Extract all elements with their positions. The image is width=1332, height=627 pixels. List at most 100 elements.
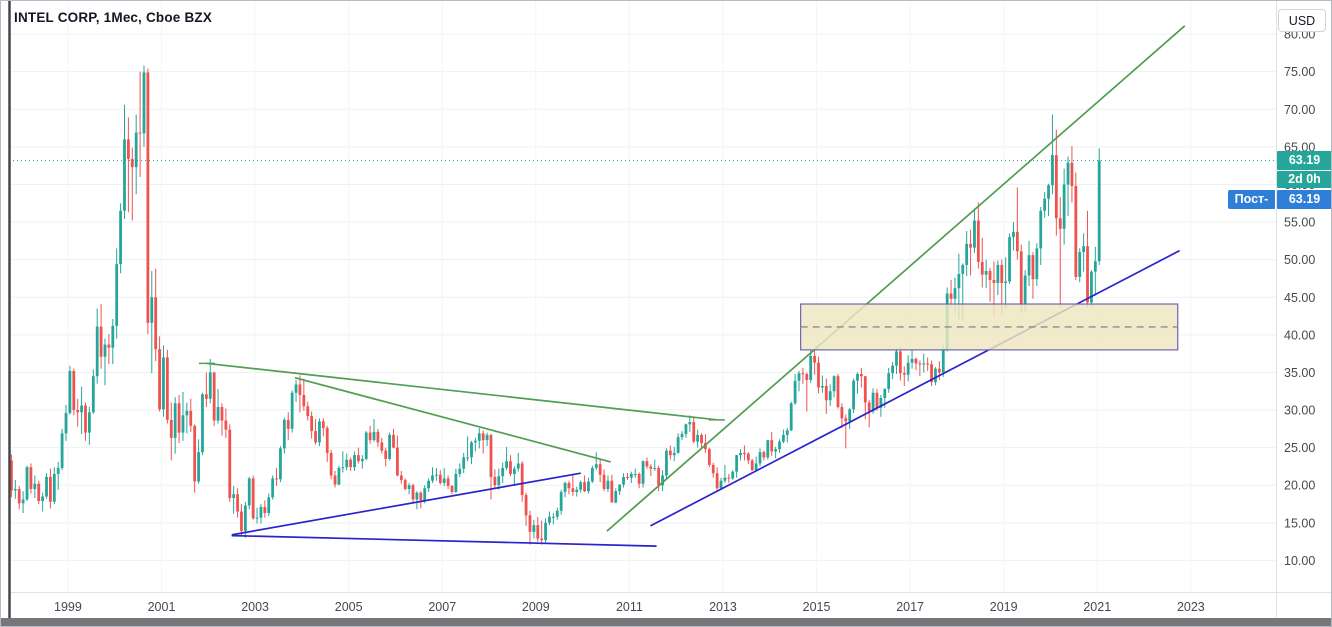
- candle: [583, 475, 586, 492]
- candle: [318, 418, 321, 447]
- candle: [376, 428, 380, 447]
- candle-body: [817, 362, 820, 388]
- candle-body: [399, 475, 403, 480]
- candle-body: [536, 525, 540, 539]
- candle-body: [887, 373, 891, 389]
- candle: [454, 468, 458, 493]
- price-tick-label: 30.00: [1284, 404, 1315, 418]
- candle: [976, 202, 980, 269]
- candle-body: [154, 297, 158, 350]
- candle: [255, 507, 259, 524]
- candle-body: [649, 466, 653, 469]
- candle: [1019, 244, 1023, 314]
- candle: [723, 464, 727, 483]
- candle-body: [622, 476, 625, 485]
- candle-body: [275, 478, 278, 480]
- candle: [232, 485, 236, 514]
- candle: [941, 346, 945, 377]
- candle-body: [255, 517, 259, 519]
- candle-body: [973, 220, 976, 248]
- candle-body: [992, 279, 996, 283]
- candle: [99, 304, 103, 369]
- candle-body: [922, 363, 926, 365]
- candle: [520, 461, 524, 502]
- candle-body: [528, 515, 532, 532]
- symbol-title[interactable]: INTEL CORP, 1Мес, Cboe BZX: [14, 10, 213, 25]
- support-resistance-zone[interactable]: [800, 303, 1179, 351]
- candle-body: [700, 434, 703, 444]
- candle: [275, 467, 278, 486]
- candle-body: [290, 392, 294, 429]
- candle: [793, 373, 797, 405]
- candle-body: [551, 516, 555, 518]
- candle: [380, 437, 384, 454]
- candle-body: [583, 482, 586, 492]
- candle-body: [856, 373, 859, 381]
- candle-body: [1031, 255, 1035, 280]
- candle-body: [1019, 251, 1023, 305]
- candle: [840, 403, 844, 429]
- currency-button[interactable]: USD: [1278, 9, 1326, 32]
- trendline-blue-triangle-support[interactable]: [231, 472, 581, 536]
- candle: [704, 434, 707, 453]
- candle: [536, 516, 540, 542]
- candle: [501, 462, 505, 483]
- candle-body: [138, 132, 142, 134]
- candle-body: [1015, 231, 1019, 252]
- candle-body: [723, 477, 727, 481]
- post-market-label-badge: Пост-: [1228, 190, 1275, 209]
- candle-body: [72, 370, 76, 411]
- candle-body: [902, 373, 906, 375]
- bar-countdown-badge: 2d 0h: [1277, 171, 1331, 188]
- post-market-price-badge: 63.19: [1277, 190, 1331, 209]
- candle-body: [314, 431, 317, 443]
- candle: [934, 367, 937, 386]
- candle-body: [1047, 185, 1050, 199]
- candle-body: [201, 394, 204, 453]
- candle: [973, 208, 976, 253]
- candle: [887, 367, 891, 393]
- candle-body: [594, 464, 598, 468]
- trendline-green-uptrend-steep[interactable]: [606, 25, 1186, 532]
- candle-body: [676, 437, 680, 453]
- candle-body: [1012, 231, 1015, 238]
- candle-body: [665, 450, 668, 476]
- candles: [10, 65, 1101, 545]
- candle-body: [99, 326, 103, 357]
- trendline-green-resistance-lower[interactable]: [294, 376, 611, 463]
- candle: [1082, 233, 1086, 272]
- candle-body: [836, 376, 840, 408]
- candle: [856, 372, 859, 394]
- candle-body: [602, 474, 606, 489]
- candle-body: [150, 297, 154, 323]
- candle: [388, 432, 392, 461]
- candle: [801, 367, 805, 384]
- candle-body: [598, 464, 602, 475]
- candle: [251, 475, 255, 520]
- year-tick-label: 2009: [522, 600, 550, 614]
- candle-body: [115, 264, 119, 326]
- candle-body: [976, 220, 980, 262]
- candle-body: [353, 455, 356, 468]
- time-axis[interactable]: 1999 2001 2003 2005 2007 2009 2011 2013 2015 2017…: [54, 600, 1205, 614]
- candle: [551, 513, 555, 525]
- candle: [286, 412, 290, 441]
- trendline-green-resistance-upper[interactable]: [206, 362, 717, 421]
- candle: [1090, 270, 1093, 307]
- candle-body: [259, 507, 263, 518]
- price-axis[interactable]: 80.0075.0070.0065.0060.0055.0050.0045.00…: [1284, 28, 1315, 568]
- candle: [797, 370, 801, 392]
- price-tick-label: 35.00: [1284, 366, 1315, 380]
- plot-area[interactable]: [9, 1, 1276, 592]
- candle-body: [325, 428, 329, 453]
- trendline-blue-channel-support[interactable]: [650, 249, 1181, 527]
- candle: [1074, 172, 1078, 280]
- candle: [848, 407, 852, 429]
- trendline-blue-base-line[interactable]: [231, 534, 657, 547]
- candle: [832, 375, 836, 398]
- price-tick-label: 15.00: [1284, 516, 1315, 530]
- candle-body: [505, 461, 508, 468]
- candle-body: [37, 483, 41, 502]
- candle-body: [310, 416, 314, 432]
